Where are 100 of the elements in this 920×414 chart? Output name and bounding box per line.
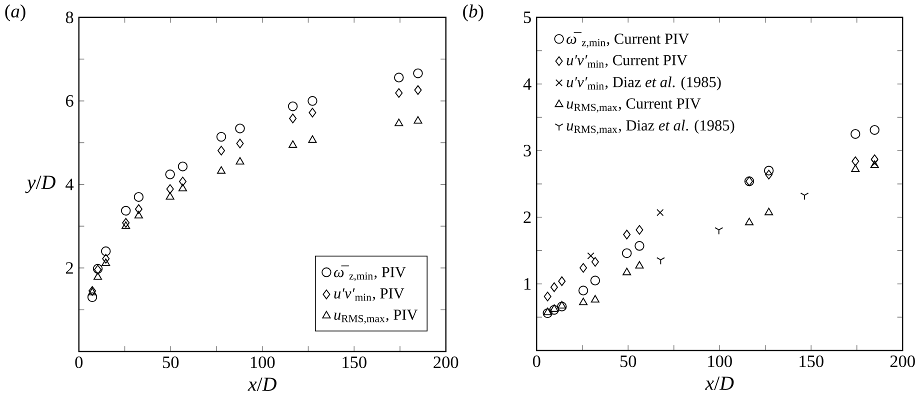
point [122,221,130,229]
point [216,132,226,142]
legend-label: u′v′$_{min}$, Current PIV [566,54,688,68]
x-tick-label: 0 [532,355,540,368]
point [558,276,566,286]
x-tick-label: 200 [434,356,458,368]
point [414,116,422,124]
legend-label: u$_{RMS,max}$, Current PIV [566,98,701,112]
point [102,258,110,266]
point [87,292,98,302]
point [543,308,552,316]
x-tick-label: 50 [162,356,179,368]
point [94,272,102,280]
point [850,128,860,139]
point [134,204,142,214]
x-tick-label: 150 [342,356,366,368]
x-tick-label: 100 [250,356,275,368]
point [870,124,880,135]
point [622,268,632,276]
point [714,227,724,235]
legend-label: u′v′$_{min}$, PIV [334,288,404,301]
point [235,123,245,134]
point [236,138,244,148]
legend-label: ω̅$_{z,min}$, PIV [334,265,406,281]
point [764,208,774,216]
point [122,218,130,228]
point [102,254,110,264]
point [166,184,174,194]
y-tick-label: 4 [66,178,74,190]
point [414,85,422,95]
point [394,72,404,82]
point [88,286,96,296]
point [851,164,860,172]
point [550,282,558,292]
x-axis-title: x/D [704,376,734,390]
point [764,166,774,176]
point [636,224,644,235]
chart-title: (b) [463,4,484,22]
point [634,240,644,251]
point [308,108,316,118]
point [578,286,588,296]
y-tick-label: 6 [66,94,74,107]
point [101,246,111,256]
y-tick-label: 2 [524,211,531,223]
point [165,169,175,180]
point [178,161,188,172]
x-tick-label: 100 [708,355,732,368]
chart-title: (a) [5,4,26,22]
point [121,206,131,216]
x-tick-label: 50 [620,355,636,368]
point [308,96,318,106]
legend-label: u′v′$_{min}$, Diaz et al. (1985) [566,76,721,90]
point [579,298,588,306]
point [178,184,188,192]
point [852,156,860,166]
x-tick-label: 150 [800,355,824,368]
y-tick-label: 3 [524,144,531,156]
point [549,304,560,315]
point [88,288,97,296]
y-tick-label: 8 [66,11,74,24]
point [218,146,226,156]
point [544,292,552,302]
y-tick-label: 5 [524,12,531,23]
point [217,166,226,174]
legend-label: u$_{RMS,max}$, PIV [334,310,418,324]
y-axis-title: y/D [25,176,56,194]
point [236,156,244,164]
point [765,170,773,180]
point [289,113,297,124]
point [656,257,665,265]
point [178,176,186,186]
x-tick-label: 0 [75,356,83,368]
point [288,101,298,112]
point [635,260,644,268]
point [288,140,298,148]
y-tick-label: 1 [524,278,531,290]
point [623,230,631,240]
legend-label: ω̅$_{z,min}$, Current PIV [566,32,689,48]
point [557,302,567,312]
point [166,192,174,200]
point [550,304,558,312]
point [395,88,403,98]
point [870,154,878,164]
y-tick-label: 2 [66,262,73,274]
point [542,308,552,318]
point [656,208,664,216]
point [590,276,600,286]
point [590,294,600,302]
point [580,262,588,273]
point [622,248,632,258]
x-axis-title: x/D [248,377,276,391]
point [308,135,317,143]
point [744,218,754,226]
legend-label: u$_{RMS,max}$, Diaz et al. (1985) [566,120,734,134]
y-tick-label: 4 [523,78,532,90]
x-tick-label: 200 [890,355,915,368]
point [134,192,144,202]
point [413,68,423,78]
point [394,118,404,126]
point [558,300,566,308]
